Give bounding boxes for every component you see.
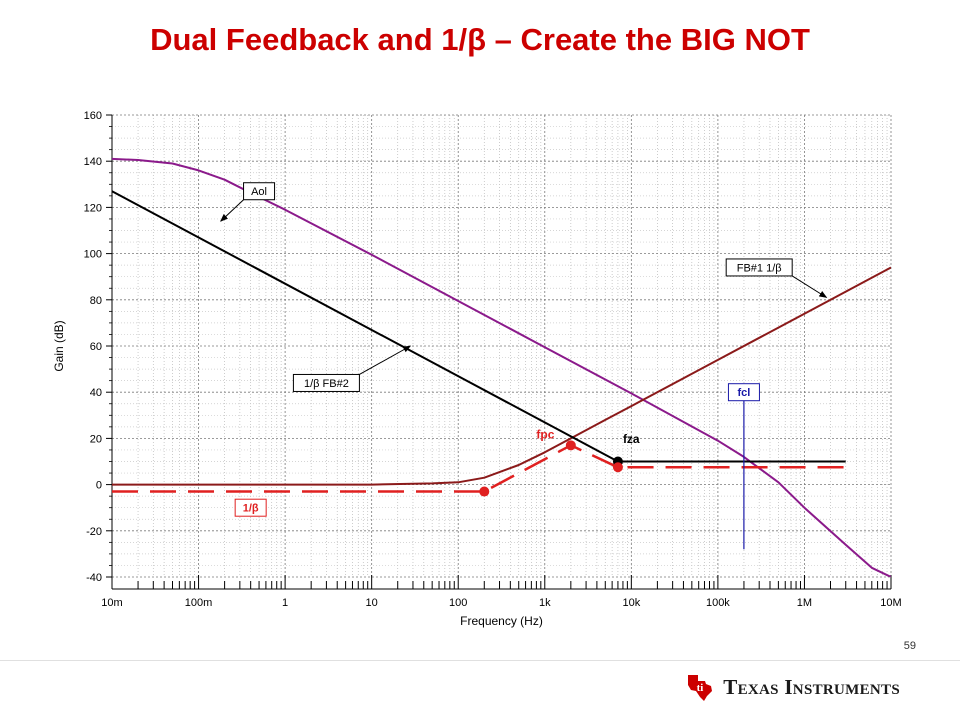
x-tick-label: 1k	[539, 597, 551, 609]
y-tick-label: 20	[90, 433, 102, 445]
annotation-arrow	[359, 345, 412, 375]
annotation-box	[725, 258, 793, 277]
page-number: 59	[903, 640, 916, 652]
texas-state-logo-icon: ti	[688, 675, 713, 701]
x-tick-label: 10	[366, 597, 378, 609]
y-tick-label: 100	[84, 249, 102, 261]
annotation-arrow	[791, 275, 828, 298]
marker-point	[612, 462, 623, 473]
grid	[111, 114, 892, 578]
marker-label-fpc: fpc	[536, 427, 554, 441]
annotation-box	[234, 498, 267, 517]
marker-point	[565, 440, 576, 451]
x-tick-label: 1	[282, 597, 288, 609]
annotation-label: 1/β	[243, 503, 259, 515]
x-tick-label: 100m	[185, 597, 213, 609]
y-tick-label: 80	[90, 295, 102, 307]
y-tick-label: -40	[86, 572, 102, 584]
y-tick-label: 140	[84, 156, 102, 168]
x-tick-label: 10m	[101, 597, 122, 609]
footer	[0, 660, 960, 721]
y-tick-label: 0	[96, 480, 102, 492]
marker-point	[479, 486, 490, 497]
x-tick-label: 10k	[622, 597, 640, 609]
annotation-label: 1/β FB#2	[304, 378, 349, 390]
gain-frequency-chart: -40 -20 0 20 40 60 80 100 120 140 160 10m 100m 1 10 100…	[52, 110, 902, 628]
annotation-arrow	[220, 199, 244, 222]
annotation-fcl: fcl	[727, 383, 760, 402]
annotation-aol: Aol	[220, 182, 276, 222]
svg-text:ti: ti	[697, 682, 704, 694]
annotation-box	[727, 383, 760, 402]
y-tick-label: -20	[86, 526, 102, 538]
x-tick-label: 100	[449, 597, 467, 609]
y-tick-label: 160	[84, 110, 102, 122]
y-tick-label: 60	[90, 341, 102, 353]
marker-label-fza: fza	[623, 432, 640, 446]
y-axis-title: Gain (dB)	[52, 320, 66, 371]
annotation-box	[292, 373, 360, 392]
x-axis-title: Frequency (Hz)	[460, 614, 543, 628]
annotation-label: Aol	[251, 186, 267, 198]
annotation-label: fcl	[738, 387, 751, 399]
y-tick-label: 120	[84, 202, 102, 214]
annotation-1-fb-2: 1/β FB#2	[292, 345, 412, 392]
annotation-label: FB#1 1/β	[737, 262, 782, 274]
slide-title: Dual Feedback and 1/β – Create the BIG N…	[150, 22, 810, 57]
y-tick-label: 40	[90, 387, 102, 399]
annotation-fb-1-1-: FB#1 1/β	[725, 258, 828, 298]
x-tick-label: 1M	[797, 597, 812, 609]
series-line-fb-1-1-	[112, 266, 891, 486]
series-line-aol	[112, 157, 891, 577]
annotation-1-: 1/β	[234, 498, 267, 517]
company-name: Texas Instruments	[723, 674, 900, 699]
x-tick-label: 10M	[880, 597, 901, 609]
annotation-box	[243, 182, 276, 201]
x-tick-label: 100k	[706, 597, 730, 609]
texas-instruments-logo: ti Texas Instruments	[685, 672, 900, 702]
